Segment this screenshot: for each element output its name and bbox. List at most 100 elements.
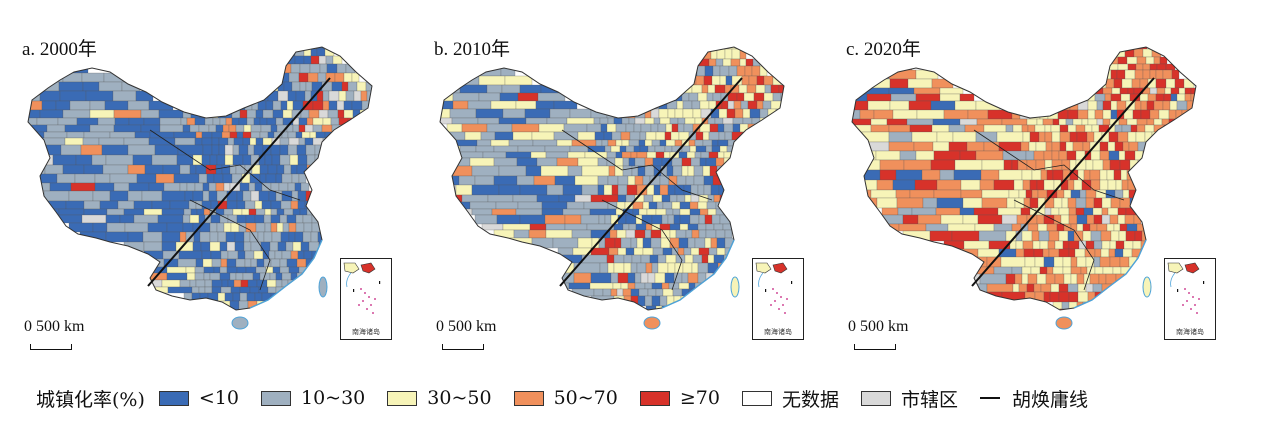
county-cell bbox=[213, 173, 224, 184]
scale-bar: 0 500 km bbox=[436, 318, 526, 352]
county-cell bbox=[70, 182, 96, 192]
county-cell bbox=[1124, 150, 1136, 161]
county-cell bbox=[695, 145, 707, 153]
county-cell bbox=[1077, 169, 1085, 181]
county-cell bbox=[681, 145, 691, 153]
county-cell bbox=[528, 229, 547, 239]
county-cell bbox=[200, 241, 211, 252]
county-cell bbox=[1102, 266, 1114, 275]
county-cell bbox=[665, 208, 674, 216]
county-cell bbox=[730, 58, 741, 67]
hainan-island bbox=[231, 316, 249, 330]
county-cell bbox=[749, 108, 761, 119]
county-cell bbox=[43, 190, 70, 202]
county-cell bbox=[261, 200, 272, 210]
county-cell bbox=[708, 247, 718, 256]
county-cell bbox=[211, 286, 222, 294]
county-cell bbox=[1043, 256, 1055, 268]
county-cell bbox=[270, 124, 278, 133]
county-cell bbox=[634, 272, 642, 284]
county-cell bbox=[232, 292, 241, 302]
county-cell bbox=[221, 164, 231, 175]
county-cell bbox=[322, 90, 330, 102]
county-cell bbox=[55, 100, 71, 111]
county-cell bbox=[309, 63, 321, 74]
county-cell bbox=[75, 154, 93, 166]
county-cell bbox=[889, 78, 909, 89]
county-cell bbox=[1076, 256, 1087, 268]
county-cell bbox=[707, 208, 717, 216]
county-cell bbox=[651, 139, 661, 147]
county-cell bbox=[1058, 291, 1070, 303]
county-cell bbox=[947, 223, 976, 232]
county-cell bbox=[701, 84, 709, 94]
county-cell bbox=[603, 184, 613, 196]
county-cell bbox=[861, 179, 878, 191]
county-cell bbox=[597, 184, 605, 196]
county-cell bbox=[268, 190, 277, 202]
county-cell bbox=[127, 231, 144, 243]
county-cell bbox=[552, 237, 579, 249]
county-cell bbox=[689, 201, 699, 210]
county-cell bbox=[678, 282, 690, 290]
county-cell bbox=[280, 231, 290, 243]
county-cell bbox=[613, 223, 624, 231]
county-cell bbox=[703, 75, 713, 86]
county-cell bbox=[312, 117, 324, 126]
county-cell bbox=[345, 90, 355, 102]
county-cell bbox=[1033, 150, 1045, 161]
county-cell bbox=[296, 144, 307, 156]
county-cell bbox=[304, 124, 314, 133]
legend-swatch bbox=[741, 390, 772, 406]
county-cell bbox=[481, 223, 504, 231]
county-cell bbox=[1102, 118, 1111, 126]
county-cell bbox=[638, 288, 649, 297]
county-cell bbox=[1142, 150, 1154, 161]
county-cell bbox=[353, 90, 362, 102]
county-cell bbox=[347, 81, 358, 92]
county-cell bbox=[615, 139, 623, 147]
county-cell bbox=[1058, 118, 1067, 126]
county-cell bbox=[586, 123, 602, 133]
county-cell bbox=[705, 223, 715, 231]
county-cell bbox=[447, 157, 471, 167]
county-cell bbox=[166, 272, 188, 281]
county-cell bbox=[1146, 100, 1155, 111]
county-cell bbox=[1013, 179, 1024, 191]
county-cell bbox=[1100, 69, 1112, 80]
county-cell bbox=[1085, 197, 1095, 209]
province-boundary bbox=[149, 129, 301, 201]
county-cell bbox=[127, 144, 156, 156]
county-cell bbox=[655, 288, 664, 297]
county-cell bbox=[1110, 93, 1122, 102]
county-cell bbox=[185, 266, 196, 274]
county-cell bbox=[246, 292, 256, 302]
county-cell bbox=[512, 131, 533, 141]
county-cell bbox=[607, 117, 615, 125]
county-cell bbox=[675, 254, 686, 264]
county-cell bbox=[64, 137, 84, 146]
county-cell bbox=[1149, 87, 1158, 95]
county-cell bbox=[672, 208, 681, 216]
county-cell bbox=[259, 173, 267, 184]
county-cell bbox=[515, 100, 537, 110]
county-cell bbox=[258, 190, 270, 202]
county-cell bbox=[449, 108, 477, 119]
county-cell bbox=[246, 109, 257, 119]
county-cell bbox=[239, 286, 251, 294]
county-cell bbox=[62, 109, 91, 119]
county-cell bbox=[861, 131, 890, 143]
county-cell bbox=[215, 164, 223, 175]
county-cell bbox=[1008, 189, 1020, 199]
county-cell bbox=[250, 124, 262, 133]
county-cell bbox=[664, 272, 675, 284]
county-cell bbox=[209, 154, 218, 166]
county-cell bbox=[671, 92, 683, 102]
county-cell bbox=[224, 154, 234, 166]
county-cell bbox=[933, 189, 962, 199]
county-cell bbox=[516, 175, 535, 186]
county-cell bbox=[235, 164, 246, 175]
county-cell bbox=[987, 109, 1013, 120]
county-cell bbox=[39, 109, 64, 119]
county-cell bbox=[1092, 159, 1104, 171]
